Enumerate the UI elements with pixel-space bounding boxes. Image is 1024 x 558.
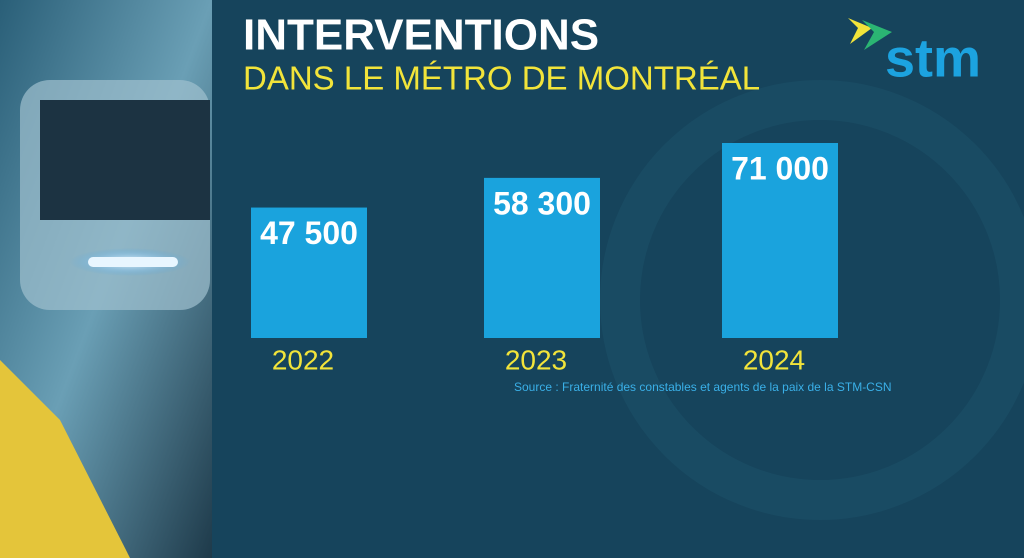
logo-text: stm: [885, 28, 981, 88]
watermark: [600, 80, 1024, 520]
x-tick-label: 2022: [272, 344, 334, 375]
x-tick-label: 2024: [743, 344, 805, 375]
bar: [251, 207, 367, 338]
value-label: 47 500: [260, 215, 358, 251]
source-note: Source : Fraternité des constables et ag…: [514, 380, 892, 394]
chart-title: INTERVENTIONS: [243, 11, 599, 60]
logo: stm: [848, 18, 981, 88]
value-label: 58 300: [493, 185, 591, 221]
chart-subtitle: DANS LE MÉTRO DE MONTRÉAL: [243, 60, 760, 97]
bar: [722, 143, 838, 338]
train-photo: [0, 0, 212, 558]
bar: [484, 177, 600, 338]
value-label: 71 000: [731, 150, 829, 186]
x-tick-label: 2023: [505, 344, 567, 375]
